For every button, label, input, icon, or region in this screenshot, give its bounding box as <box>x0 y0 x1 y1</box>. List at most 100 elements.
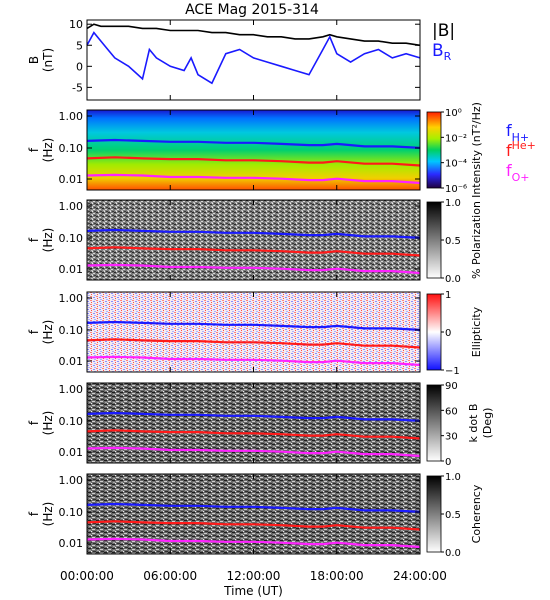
colorbar-label: Coherency <box>470 484 483 543</box>
y-axis-units: (Hz) <box>41 320 55 345</box>
y-axis-label: f <box>27 511 41 516</box>
colorbar-tick-label: 1.0 <box>445 472 461 483</box>
colorbar-tick-label: 90 <box>445 381 458 392</box>
gyrofrequency-line <box>86 173 421 185</box>
y-axis-units: (Hz) <box>41 138 55 163</box>
colorbar-tick-label: 10⁰ <box>445 108 462 119</box>
colorbar-tick-label: 1 <box>445 290 451 301</box>
y-tick-label: 1.00 <box>59 110 84 123</box>
spectrogram-image <box>87 200 420 280</box>
x-tick-label: 06:00:00 <box>143 569 197 583</box>
colorbar-tick-label: −1 <box>445 366 460 377</box>
y-tick-label: 0.10 <box>59 506 84 519</box>
colorbar-tick-label: 10⁻⁶ <box>445 184 467 195</box>
gyrofrequency-line <box>86 320 421 331</box>
colorbar-tick-label: 30 <box>445 432 458 443</box>
y-axis-label: f <box>27 237 41 242</box>
y-tick-label: 1.00 <box>59 474 84 487</box>
colorbar <box>426 293 442 371</box>
panel-1: 10 5 0 -5 B (nT) <box>27 18 421 101</box>
colorbar-tick-label: 1.0 <box>445 198 461 209</box>
y-tick-label: 0.10 <box>59 324 84 337</box>
y-tick-label: -5 <box>72 81 83 94</box>
colorbar-tick-label: 0.0 <box>445 274 461 285</box>
gyrofrequency-line <box>86 138 421 149</box>
panel-4: 1.00 0.10 0.01 1 0 −1 Ellipticity f (Hz) <box>27 290 483 377</box>
spectrogram-image <box>87 474 420 554</box>
y-tick-label: 5 <box>76 39 83 52</box>
colorbar-label: k dot B <box>467 404 480 443</box>
colorbar <box>426 201 442 279</box>
legend-f-o-sub: O+ <box>512 171 530 184</box>
legend-f-o: fO+ <box>506 161 530 184</box>
y-tick-label: 0 <box>76 60 83 73</box>
colorbar-tick-label: 0.5 <box>445 236 461 247</box>
y-tick-label: 0.01 <box>59 173 84 186</box>
gyrofrequency-line <box>86 338 421 349</box>
series-line <box>86 23 421 47</box>
top-panel-legend: |B| BR <box>432 21 455 63</box>
x-tick-label: 24:00:00 <box>393 569 447 583</box>
colorbar-tick-label: 0 <box>445 457 451 468</box>
y-tick-label: 0.01 <box>59 446 84 459</box>
colorbar-tick-label: 0.0 <box>445 548 461 559</box>
legend-b-magnitude: |B| <box>432 21 455 41</box>
x-tick-label: 12:00:00 <box>227 569 281 583</box>
gyrofrequency-line <box>86 228 421 239</box>
gyrofrequency-line <box>86 246 421 257</box>
gyrofrequency-line <box>86 429 421 440</box>
colorbar-label: % Polarization <box>470 201 483 279</box>
colorbar-tick-label: 0 <box>445 328 451 339</box>
legend-b-r: BR <box>432 41 452 63</box>
colorbar-tick-label: 10⁻² <box>445 133 467 144</box>
panel-3: 1.00 0.10 0.01 1.0 0.5 0.0 % Polarization f (Hz) <box>27 198 483 285</box>
spectrogram-image <box>87 383 420 463</box>
panel-5: 1.00 0.10 0.01 90 60 30 0 k dot B (Deg) f (Hz) <box>27 381 494 468</box>
y-axis-units: (Hz) <box>41 228 55 253</box>
colorbar-tick-label: 10⁻⁴ <box>445 159 467 170</box>
y-tick-label: 0.10 <box>59 415 84 428</box>
legend-f-h-sub: H+ <box>512 131 530 144</box>
x-tick-label: 18:00:00 <box>310 569 364 583</box>
y-tick-label: 0.01 <box>59 355 84 368</box>
y-axis-label: f <box>27 420 41 425</box>
y-axis-label: f <box>27 147 41 152</box>
x-axis-label: Time (UT) <box>223 584 283 598</box>
y-axis-units: (Hz) <box>41 502 55 527</box>
gyrofrequency-line <box>86 355 421 367</box>
y-axis-label: B <box>27 56 41 64</box>
colorbar <box>426 475 442 553</box>
gyrofrequency-line <box>86 520 421 531</box>
gyrofrequency-line <box>86 156 421 167</box>
y-axis-label: f <box>27 329 41 334</box>
colorbar <box>426 111 442 189</box>
legend-f-he: fHe+ <box>506 139 536 160</box>
y-axis-units: (nT) <box>41 48 55 72</box>
series-line <box>86 31 421 85</box>
panel-2: 1.00 0.10 0.01 10⁰ 10⁻² 10⁻⁴ 10⁻⁶ Intensity (nT… <box>27 102 483 198</box>
gyrofrequency-line <box>86 537 421 549</box>
y-tick-label: 0.10 <box>59 142 84 155</box>
gyrofrequency-line <box>86 502 421 513</box>
chart-title: ACE Mag 2015-314 <box>185 2 319 18</box>
colorbar-tick-label: 0.5 <box>445 510 461 521</box>
x-axis: 00:00:00 06:00:00 12:00:00 18:00:00 24:0… <box>60 569 447 598</box>
gyrofrequency-line <box>86 263 421 275</box>
legend-f-he-sub: He+ <box>512 139 536 152</box>
colorbar-label: Ellipticity <box>470 306 483 357</box>
panel-6: 1.00 0.10 0.01 1.0 0.5 0.0 Coherency f (Hz) <box>27 472 483 559</box>
spectrogram-image <box>87 292 420 372</box>
colorbar <box>426 384 442 462</box>
plot-area <box>87 20 420 100</box>
gyrofrequency-line <box>86 446 421 458</box>
colorbar-label: Intensity (nT²/Hz) <box>470 102 483 198</box>
x-tick-label: 00:00:00 <box>60 569 114 583</box>
y-tick-label: 1.00 <box>59 383 84 396</box>
colorbar-tick-label: 60 <box>445 406 458 417</box>
gyrofrequency-line <box>86 411 421 422</box>
y-tick-label: 1.00 <box>59 292 84 305</box>
y-tick-label: 1.00 <box>59 200 84 213</box>
spectrogram-image <box>87 110 420 190</box>
y-tick-label: 10 <box>69 18 83 31</box>
